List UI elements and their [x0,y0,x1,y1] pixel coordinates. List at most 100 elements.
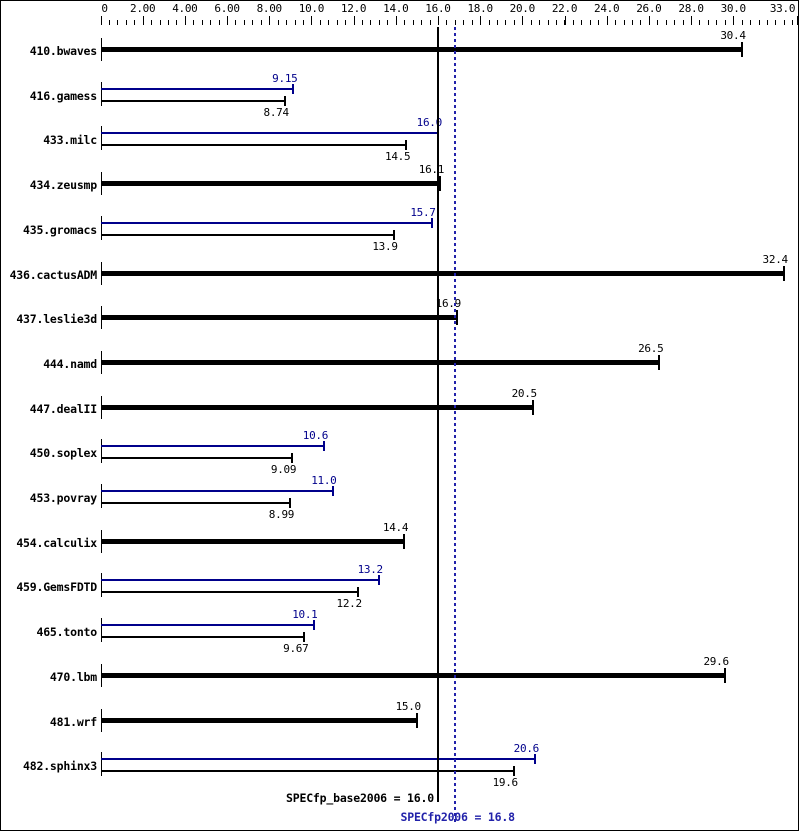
bar-base-value: 30.4 [720,29,746,42]
axis-tick-minor [598,20,599,25]
axis-tick-minor [674,20,675,25]
axis-tick-minor [421,20,422,25]
benchmark-row: 459.GemsFDTD 13.2 12.2 [1,563,798,610]
axis-tick-minor [176,20,177,25]
axis-tick-minor [505,20,506,25]
row-origin-tick [100,215,102,240]
bar-base-value: 14.5 [385,150,411,164]
axis-tick-major [733,16,734,25]
bar-peak-endcap [323,441,326,452]
axis-tick-major [185,16,186,25]
axis-tick-minor [362,20,363,25]
bar-peak-value: 16.0 [416,116,443,130]
bar-peak-value: 13.2 [357,563,384,577]
benchmark-row: 481.wrf 15.0 [1,698,798,744]
bar-base-endcap [658,354,661,370]
bar-base-endcap [512,766,515,777]
bar-base-endcap [283,95,286,106]
bar-base-endcap [415,712,418,728]
bar-base [100,457,293,460]
bar-peak-value: 15.7 [410,205,436,219]
bar-base-value: 15.0 [395,699,422,713]
axis-tick-label: 12.0 [340,2,367,15]
benchmark-label: 435.gromacs [23,222,97,237]
bar-base [100,591,358,594]
benchmark-row: 482.sphinx3 20.6 19.6 [1,742,798,789]
bar-base-endcap [782,265,785,281]
benchmark-row: 437.leslie3d 16.9 [1,295,798,341]
bar-peak [100,624,314,627]
axis-tick-minor [387,20,388,25]
axis-tick-minor [202,20,203,25]
benchmark-row: 436.cactusADM 32.4 [1,251,798,297]
benchmark-label: 465.tonto [36,625,97,640]
axis-tick-minor [632,20,633,25]
bar-peak [100,758,535,761]
bar-peak [100,132,438,135]
axis-tick-label: 26.0 [636,2,662,15]
axis-tick-minor [117,20,118,25]
axis-tick-minor [514,20,515,25]
row-origin-tick [100,81,102,106]
axis-tick-minor [379,20,380,25]
bar-base-endcap [405,140,408,151]
bar-peak-value: 9.15 [272,71,298,85]
bar-base-endcap [723,667,726,683]
axis-tick-minor [244,20,245,25]
x-axis: 0 2.00 4.00 6.00 8.00 10.0 12.0 14.0 16.0 18.0 20.… [1,1,798,27]
benchmark-row: 435.gromacs 15.7 13.9 [1,205,798,253]
axis-tick-minor [463,20,464,25]
axis-tick-minor [278,20,279,25]
base-mean-caption: SPECfp_base2006 = 16.0 [286,791,434,805]
axis-tick-label: 30.0 [720,2,747,15]
bar-peak-value: 11.0 [311,474,337,487]
bar-base-value: 13.9 [372,239,398,253]
benchmark-row: 433.milc 16.0 14.5 [1,116,798,164]
axis-tick-minor [640,20,641,25]
benchmark-label: 437.leslie3d [16,312,97,327]
axis-tick-minor [109,20,110,25]
axis-tick-minor [784,20,785,25]
bar-base-endcap [740,42,743,57]
bar-peak-value: 20.6 [513,742,540,756]
axis-tick-label: 16.0 [425,2,451,15]
row-origin-tick [100,126,102,151]
axis-tick-minor [261,20,262,25]
bar-base [100,502,291,504]
benchmark-label: 433.milc [43,133,97,148]
reference-line-base [436,27,439,802]
axis-tick-minor [539,20,540,25]
axis-tick-minor [210,20,211,25]
bar-base-endcap [356,587,359,598]
row-origin-tick [100,439,102,464]
bar-base-endcap [291,453,294,464]
axis-tick-minor [759,20,760,25]
axis-tick-minor [219,20,220,25]
bar-base [100,315,457,321]
bar-base-value: 29.6 [703,654,729,668]
benchmark-label: 470.lbm [49,669,97,684]
axis-tick-minor [404,20,405,25]
axis-tick-minor [345,20,346,25]
axis-tick-label: 2.00 [130,2,156,15]
axis-tick-minor [792,20,793,25]
axis-tick-minor [286,20,287,25]
benchmark-row: 434.zeusmp 16.1 [1,161,798,207]
axis-tick-minor [556,20,557,25]
axis-tick-minor [151,20,152,25]
axis-tick-minor [716,20,717,25]
axis-tick-major [607,16,608,25]
axis-tick-minor [531,20,532,25]
axis-tick-minor [413,20,414,25]
axis-tick-minor [328,20,329,25]
bar-base [100,270,784,276]
axis-tick-minor [252,20,253,25]
axis-tick-minor [564,20,565,25]
bar-base-endcap [455,310,458,326]
axis-tick-minor [446,20,447,25]
bar-peak-endcap [533,754,536,765]
axis-tick-minor [624,20,625,25]
bar-peak-endcap [377,575,380,586]
benchmark-label: 453.povray [29,491,97,505]
bar-peak [100,221,432,224]
